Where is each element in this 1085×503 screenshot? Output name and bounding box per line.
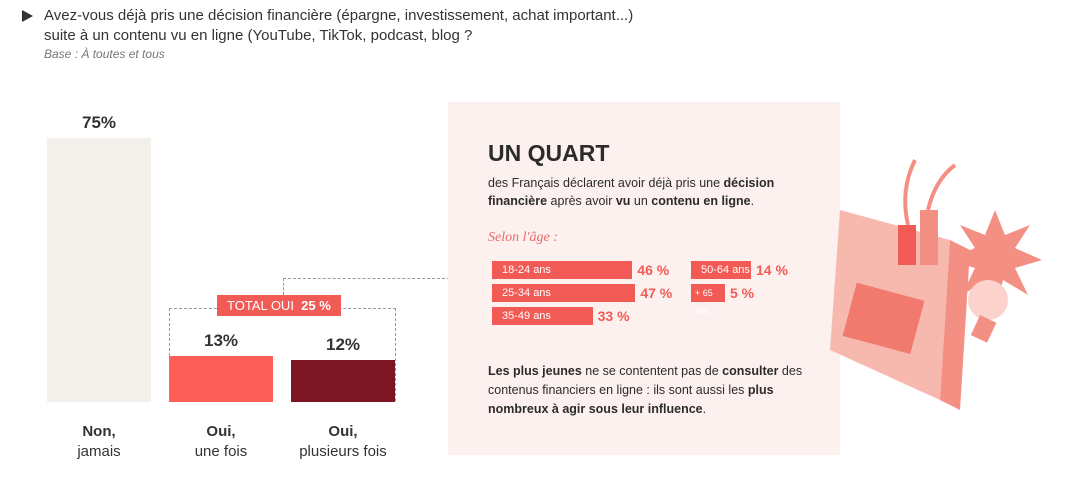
age-value: 47 %	[640, 285, 673, 301]
panel-title: UN QUART	[488, 140, 610, 166]
age-value: 5 %	[730, 285, 755, 301]
text-run: un	[630, 194, 652, 208]
text-run: après avoir	[547, 194, 616, 208]
base-note: Base : À toutes et tous	[44, 47, 165, 61]
bar-2	[291, 359, 395, 402]
text-run: Les plus jeunes	[488, 364, 582, 378]
text-run: ne se contentent pas de	[581, 364, 723, 378]
age-value: 14 %	[756, 262, 788, 278]
age-value: 46 %	[637, 262, 670, 278]
age-value: 33 %	[597, 308, 630, 324]
panel-lead: des Français déclarent avoir déjà pris u…	[488, 174, 808, 210]
category-label: Non, jamais	[77, 423, 121, 460]
panel-conclusion: Les plus jeunes ne se contentent pas de …	[488, 362, 808, 419]
text-run: des Français déclarent avoir déjà pris u…	[488, 176, 724, 190]
text-run: des contenus financiers en ligne : ils s…	[488, 364, 803, 397]
total-bracket	[169, 308, 396, 401]
age-bar: 18-24 ans	[492, 261, 633, 279]
bar-0	[47, 138, 151, 402]
text-run: consulter	[722, 364, 779, 378]
age-heading: Selon l'âge :	[488, 230, 558, 245]
text-run: décision financière	[488, 176, 775, 208]
total-oui-badge: TOTAL OUI 25 %	[217, 295, 341, 316]
laptop-plant-lightbulb-illustration	[830, 159, 1042, 410]
age-bar: + 65 ans	[691, 284, 725, 316]
category-label: Oui, plusieurs fois	[299, 423, 387, 460]
text-run: vu	[615, 194, 631, 208]
bar-value-label: 75%	[81, 113, 117, 132]
triangle-bullet-icon	[22, 10, 33, 22]
bar-value-label: 12%	[325, 334, 361, 354]
bar-value-label: 13%	[203, 331, 239, 351]
age-bar: 50-64 ans	[691, 261, 751, 279]
connector-line	[283, 278, 450, 309]
category-label: Oui, une fois	[194, 423, 248, 460]
text-run: contenu en ligne	[651, 194, 751, 208]
age-bar: 25-34 ans	[492, 284, 636, 302]
question-text: Avez-vous déjà pris une décision financi…	[44, 7, 634, 44]
text-run: .	[702, 402, 707, 416]
text-run: .	[750, 194, 755, 208]
age-bar: 35-49 ans	[492, 307, 593, 325]
bar-1	[169, 356, 273, 402]
text-run: plus nombreux à agir sous leur influence	[488, 383, 774, 416]
